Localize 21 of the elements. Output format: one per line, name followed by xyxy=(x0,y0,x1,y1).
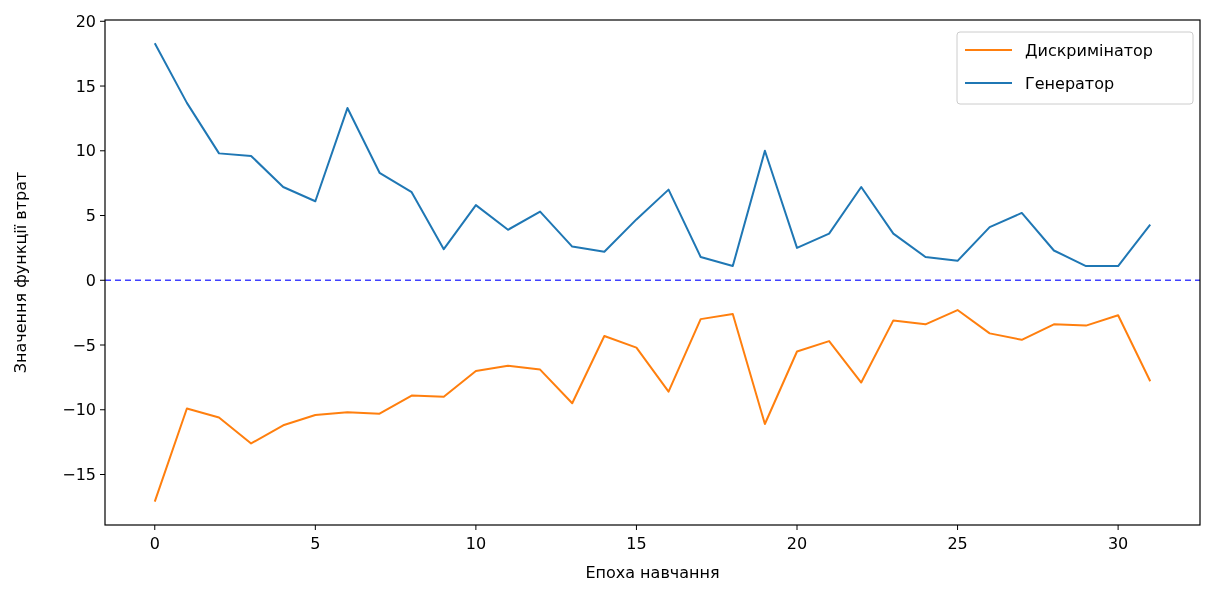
line-series xyxy=(153,42,1152,268)
y-tick-label: 15 xyxy=(75,76,96,96)
x-tick-label: 20 xyxy=(786,534,808,553)
y-tick-label: 0 xyxy=(85,270,96,290)
y-tick-label: −10 xyxy=(62,400,96,420)
x-tick-label: 15 xyxy=(626,534,647,553)
y-tick-label: −5 xyxy=(72,335,96,355)
x-tick-label: 0 xyxy=(149,534,160,553)
y-tick-label: 10 xyxy=(75,141,96,161)
y-tick-label: 20 xyxy=(75,11,96,31)
legend-label: Дискримінатор xyxy=(1025,40,1153,60)
y-axis-title: Значення функції втрат xyxy=(11,171,30,374)
y-tick-label: −15 xyxy=(62,465,96,485)
x-axis-title: Епоха навчання xyxy=(585,563,720,582)
x-tick-label: 5 xyxy=(310,534,321,553)
line-series xyxy=(153,309,1152,503)
x-tick-label: 10 xyxy=(465,534,487,553)
y-tick-label: 5 xyxy=(85,206,96,226)
x-tick-label: 30 xyxy=(1107,534,1129,553)
x-tick-label: 25 xyxy=(947,534,968,553)
legend-label: Генератор xyxy=(1025,73,1115,93)
